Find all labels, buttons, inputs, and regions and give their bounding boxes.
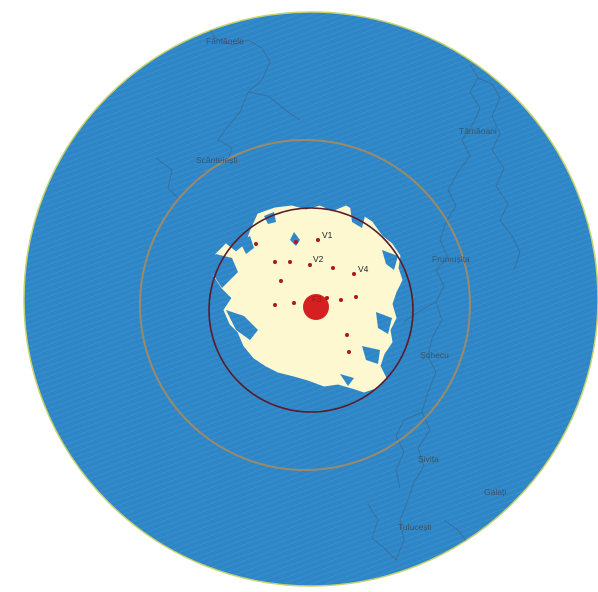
- place-label-scanteiesti: Scânteiești: [196, 155, 238, 165]
- well-point: [347, 350, 351, 354]
- central-site-marker[interactable]: [303, 294, 329, 320]
- well-point: [339, 298, 343, 302]
- place-label-fantanele: Fântânele: [206, 36, 244, 46]
- well-point: [273, 303, 277, 307]
- well-label-v2: V2: [313, 254, 324, 264]
- central-site-label: F3: [312, 295, 322, 304]
- well-point: [288, 260, 292, 264]
- well-label-v4: V4: [358, 264, 369, 274]
- well-point: [325, 296, 329, 300]
- well-point: [352, 272, 356, 276]
- well-point: [345, 333, 349, 337]
- well-point: [292, 301, 296, 305]
- admin-boundaries: [155, 19, 521, 561]
- zone-gaps: [214, 206, 398, 386]
- place-label-sohecu: Șohecu: [420, 350, 449, 360]
- well-point: [254, 242, 258, 246]
- inner-buffer-ring: [208, 207, 414, 413]
- well-point: [308, 263, 312, 267]
- well-point: [316, 238, 320, 242]
- place-label-sivita: Șivița: [418, 454, 439, 464]
- well-point: [273, 260, 277, 264]
- place-label-frumusita: Frumușița: [432, 254, 470, 264]
- well-point: [354, 295, 358, 299]
- well-point: [279, 279, 283, 283]
- well-point: [331, 266, 335, 270]
- well-label-v1: V1: [322, 230, 333, 240]
- well-point: [294, 240, 298, 244]
- well-points[interactable]: [254, 238, 358, 354]
- outer-buffer-ring: [139, 139, 471, 471]
- place-label-galati: Galați: [484, 487, 506, 497]
- place-label-tamaoani: Tămăoani: [459, 126, 497, 136]
- place-label-tulucesti: Tulucești: [398, 522, 432, 532]
